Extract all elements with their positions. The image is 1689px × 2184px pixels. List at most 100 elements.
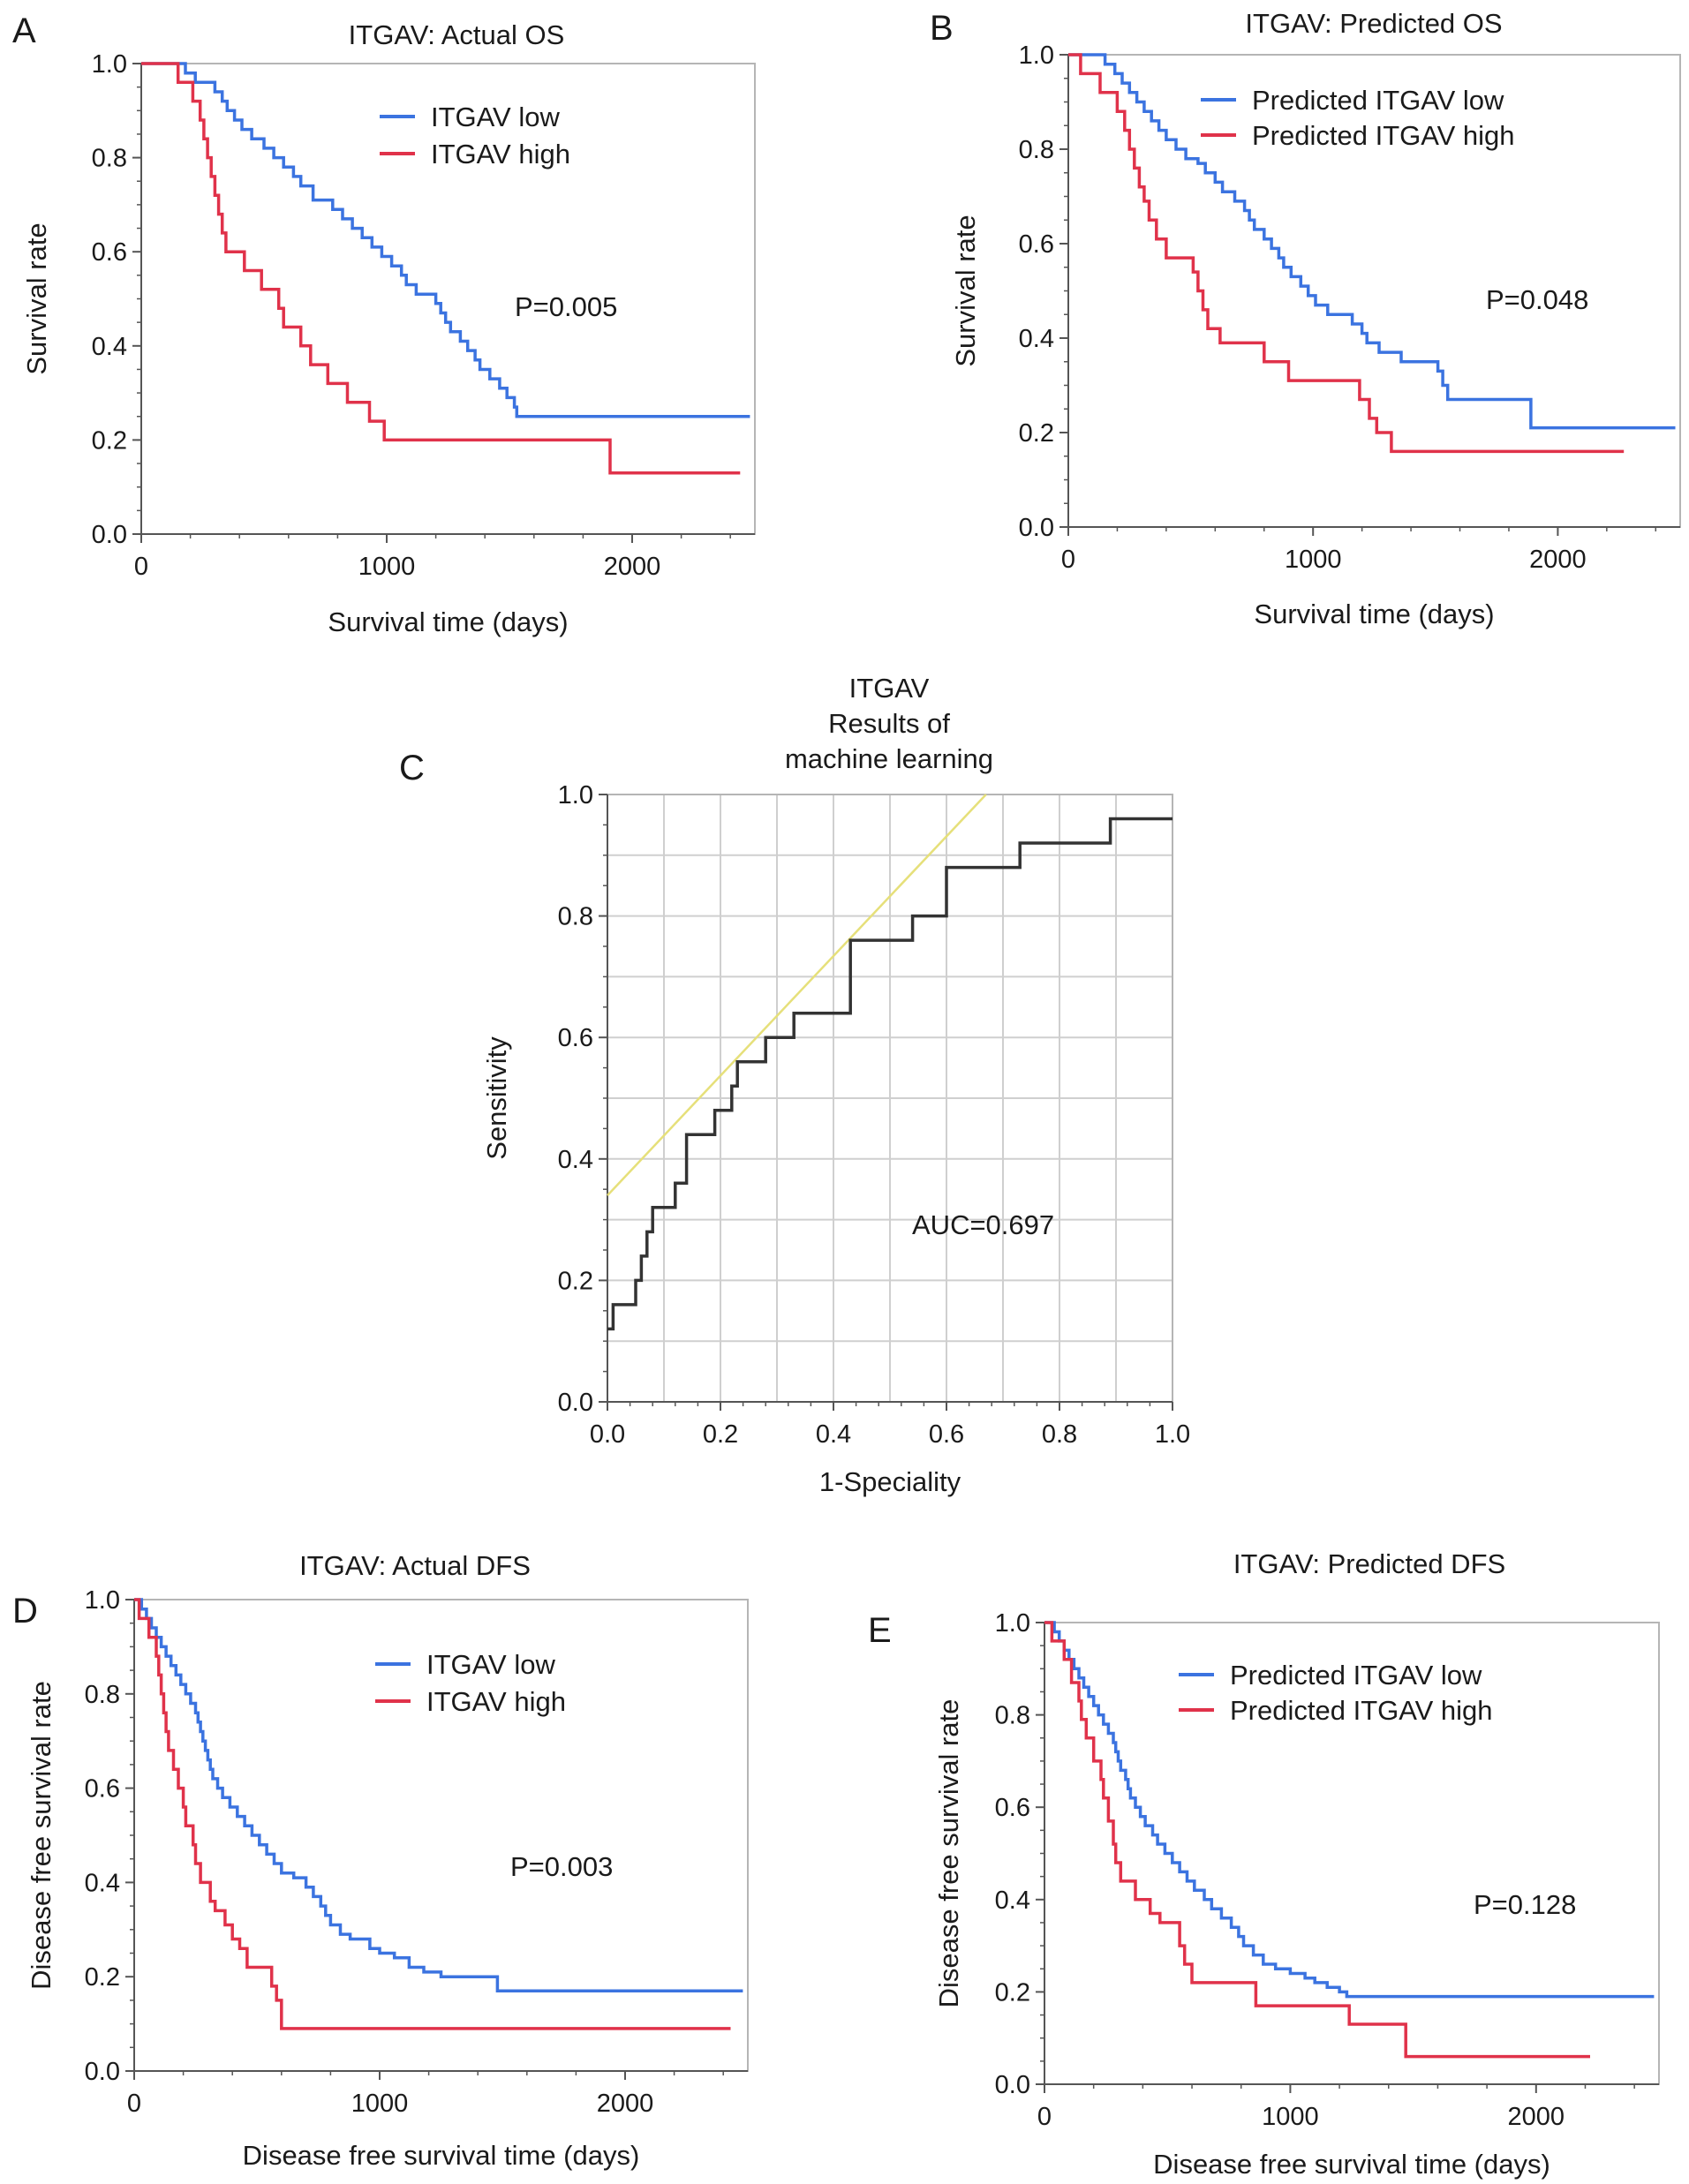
legend-label: Predicted ITGAV high <box>1230 1695 1493 1726</box>
y-tick-label: 0.4 <box>558 1146 593 1174</box>
stat-annotation: P=0.005 <box>515 291 617 322</box>
legend-label: ITGAV low <box>431 102 560 132</box>
y-tick-label: 0.0 <box>1019 514 1054 542</box>
y-tick-label: 1.0 <box>85 1586 120 1615</box>
x-axis-label: Survival time (days) <box>328 606 568 637</box>
y-tick-label: 1.0 <box>1019 41 1054 70</box>
y-tick-label: 0.4 <box>1019 325 1054 353</box>
panel-label: B <box>930 9 954 48</box>
legend-label: Predicted ITGAV low <box>1230 1660 1482 1691</box>
panel-d: D ITGAV: Actual DFS 0 1000 2000 0.0 0.2 0.4 0.6 0… <box>12 1550 749 2171</box>
panel-c: C ITGAV Results of machine learning 0.0 0.2 0.… <box>399 673 1190 1497</box>
series-line-predicted-itgav-high <box>1044 1621 1590 2059</box>
x-tick-label: 0 <box>1061 546 1075 574</box>
x-axis-label: 1-Speciality <box>819 1466 961 1497</box>
y-axis-label: Sensitivity <box>481 1036 512 1160</box>
panel-label: A <box>12 11 36 50</box>
x-tick-label: 1000 <box>358 553 416 581</box>
stat-annotation: P=0.128 <box>1474 1889 1576 1920</box>
plot-frame <box>1044 1622 1660 2085</box>
stat-annotation: AUC=0.697 <box>912 1209 1054 1240</box>
legend-label: Predicted ITGAV low <box>1252 85 1504 116</box>
y-tick-label: 1.0 <box>558 781 593 810</box>
y-tick-label: 1.0 <box>92 50 127 79</box>
x-tick-label: 2000 <box>597 2090 654 2118</box>
series-line-itgav-low <box>141 62 750 418</box>
y-tick-label: 0.8 <box>1019 136 1054 164</box>
panel-a: A ITGAV: Actual OS 0 1000 2000 0.0 0.2 0.4 0.6 0.… <box>12 11 756 637</box>
y-axis-label: Survival rate <box>950 215 981 366</box>
y-tick-label: 0.8 <box>92 145 127 173</box>
x-tick-label: 2000 <box>1529 546 1587 574</box>
plot-frame <box>140 63 756 535</box>
y-axis-label: Survival rate <box>21 222 52 374</box>
y-tick-label: 0.6 <box>558 1024 593 1052</box>
y-tick-label: 1.0 <box>995 1609 1030 1638</box>
series-line-itgav-high <box>134 1598 731 2030</box>
y-axis-label: Disease free survival rate <box>933 1699 964 2008</box>
x-tick-label: 2000 <box>604 553 661 581</box>
y-tick-label: 0.0 <box>995 2071 1030 2099</box>
series-line-predicted-itgav-low <box>1068 53 1676 430</box>
chart-title: ITGAV: Actual DFS <box>299 1550 531 1581</box>
chart-title: ITGAV: Actual OS <box>349 19 565 50</box>
chart-title-line: ITGAV <box>849 673 930 704</box>
y-tick-label: 0.8 <box>558 903 593 931</box>
y-tick-label: 0.0 <box>85 2058 120 2086</box>
x-tick-label: 1000 <box>351 2090 409 2118</box>
panel-e: E ITGAV: Predicted DFS 0 1000 2000 0.0 0.2 0.4 0… <box>868 1548 1660 2180</box>
x-tick-label: 0.4 <box>816 1420 851 1449</box>
x-tick-label: 0.6 <box>929 1420 964 1449</box>
panel-label: E <box>868 1611 892 1650</box>
y-axis-label: Disease free survival rate <box>26 1681 57 1990</box>
series-line-predicted-itgav-high <box>1068 53 1625 454</box>
x-tick-label: 2000 <box>1508 2103 1565 2131</box>
x-axis-label: Disease free survival time (days) <box>1153 2149 1550 2180</box>
x-axis-label: Disease free survival time (days) <box>243 2140 640 2171</box>
chart-title-line: Results of <box>828 708 950 739</box>
series-line-predicted-itgav-low <box>1044 1621 1655 1999</box>
y-tick-label: 0.6 <box>92 238 127 267</box>
panel-b: B ITGAV: Predicted OS 0 1000 2000 0.0 0.2 0.4 0.… <box>930 8 1681 629</box>
x-tick-label: 0 <box>134 553 148 581</box>
y-tick-label: 0.2 <box>92 426 127 455</box>
x-tick-label: 1000 <box>1262 2103 1319 2131</box>
legend-label: ITGAV high <box>431 139 570 169</box>
y-tick-label: 0.4 <box>995 1887 1030 1915</box>
series-line-roc-curve <box>607 817 1172 1331</box>
y-tick-label: 0.6 <box>85 1775 120 1804</box>
y-tick-label: 0.0 <box>92 521 127 549</box>
y-tick-label: 0.6 <box>995 1794 1030 1822</box>
y-tick-label: 0.2 <box>85 1963 120 1992</box>
stat-annotation: P=0.003 <box>510 1851 613 1882</box>
x-tick-label: 0 <box>127 2090 141 2118</box>
series-line-itgav-low <box>134 1598 743 1992</box>
x-tick-label: 1.0 <box>1155 1420 1190 1449</box>
y-tick-label: 0.2 <box>1019 419 1054 448</box>
panel-label: D <box>12 1592 38 1630</box>
x-tick-label: 0.0 <box>590 1420 625 1449</box>
y-tick-label: 0.2 <box>995 1978 1030 2007</box>
y-tick-label: 0.6 <box>1019 230 1054 259</box>
legend-label: ITGAV low <box>426 1649 555 1680</box>
stat-annotation: P=0.048 <box>1486 284 1588 315</box>
x-tick-label: 0.2 <box>703 1420 738 1449</box>
reference-line <box>607 794 987 1196</box>
y-tick-label: 0.4 <box>92 333 127 361</box>
chart-title: ITGAV: Predicted OS <box>1245 8 1502 39</box>
legend-label: ITGAV high <box>426 1686 566 1717</box>
series-line-itgav-high <box>141 62 741 475</box>
y-tick-label: 0.4 <box>85 1869 120 1897</box>
x-tick-label: 0 <box>1037 2103 1052 2131</box>
x-axis-label: Survival time (days) <box>1254 599 1494 629</box>
x-tick-label: 0.8 <box>1042 1420 1077 1449</box>
chart-title-line: machine learning <box>785 743 993 774</box>
y-tick-label: 0.2 <box>558 1267 593 1295</box>
x-tick-label: 1000 <box>1285 546 1342 574</box>
panel-label: C <box>399 749 425 787</box>
y-tick-label: 0.8 <box>995 1702 1030 1730</box>
legend-label: Predicted ITGAV high <box>1252 120 1515 151</box>
y-tick-label: 0.0 <box>558 1389 593 1417</box>
chart-title: ITGAV: Predicted DFS <box>1233 1548 1505 1579</box>
